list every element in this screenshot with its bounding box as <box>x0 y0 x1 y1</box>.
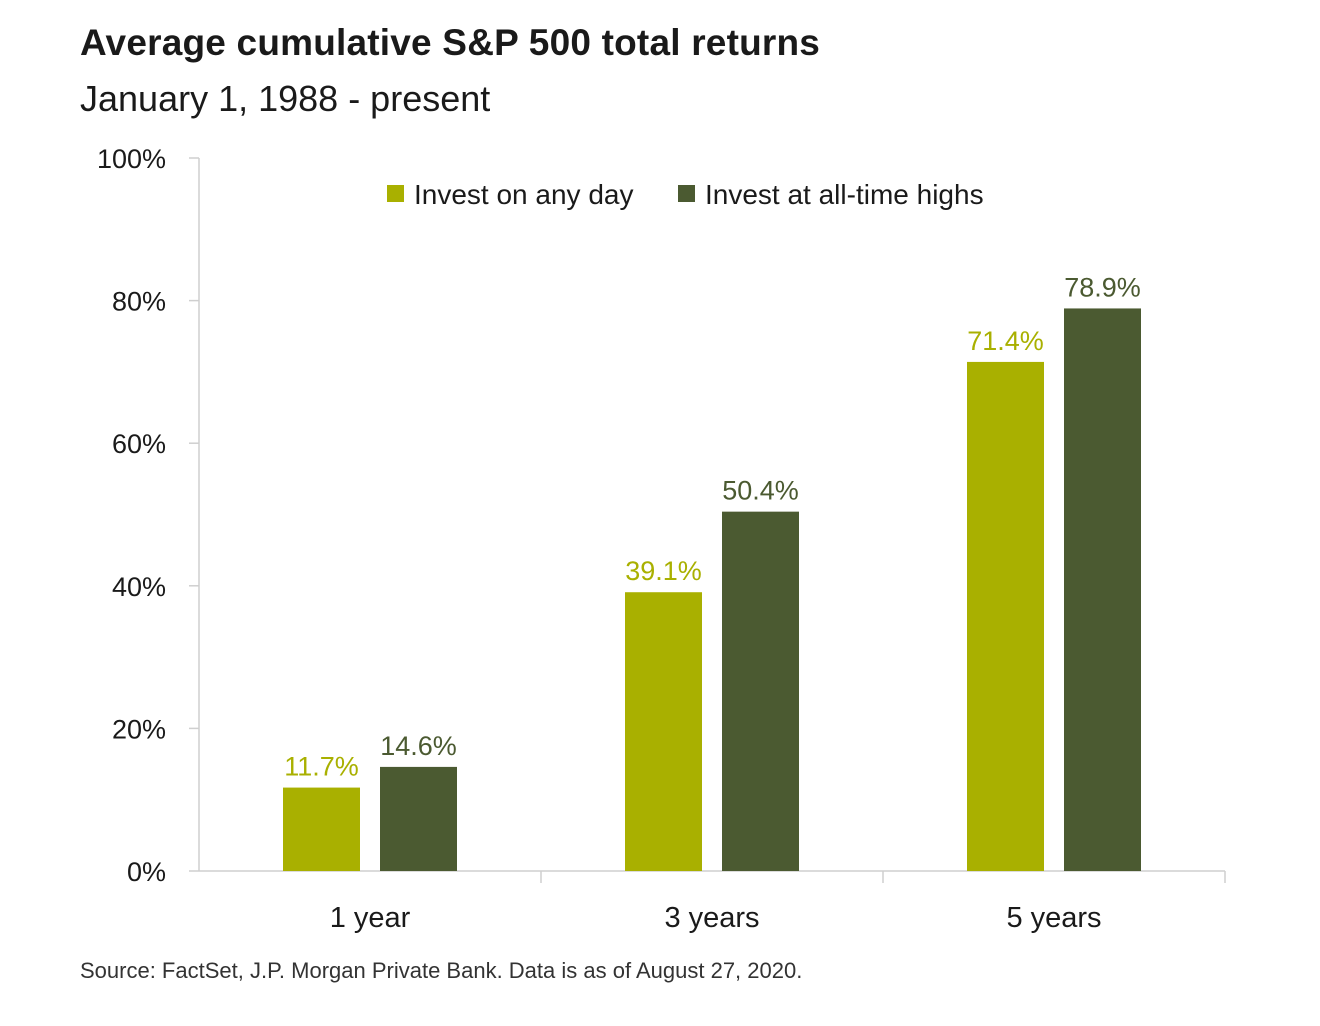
y-tick-label: 100% <box>97 144 166 174</box>
bar-all-time-highs <box>1064 308 1141 871</box>
chart-subtitle: January 1, 1988 - present <box>80 78 491 119</box>
y-tick-label: 20% <box>112 714 166 744</box>
chart-title: Average cumulative S&P 500 total returns <box>80 22 821 63</box>
data-label: 71.4% <box>967 326 1044 356</box>
x-category-label: 3 years <box>664 902 759 934</box>
chart-legend: Invest on any day Invest at all-time high… <box>387 179 984 210</box>
bar-all-time-highs <box>722 511 799 871</box>
chart-bars: 11.7% 14.6% 39.1% 50.4% 71.4% 78.9% <box>283 272 1141 871</box>
chart-axes: 0% 20% 40% 60% 80% 100% 1 year 3 years 5 years <box>97 144 1226 934</box>
data-label: 50.4% <box>722 476 799 506</box>
bar-any-day <box>625 592 702 871</box>
data-label: 39.1% <box>625 556 702 586</box>
legend-label: Invest at all-time highs <box>705 179 984 210</box>
legend-swatch <box>387 185 404 202</box>
data-label: 78.9% <box>1064 272 1141 302</box>
y-tick-label: 80% <box>112 287 166 317</box>
bar-any-day <box>283 787 360 871</box>
x-category-label: 5 years <box>1006 902 1101 934</box>
x-category-label: 1 year <box>330 902 411 934</box>
bar-all-time-highs <box>380 766 457 871</box>
y-tick-label: 40% <box>112 572 166 602</box>
legend-label: Invest on any day <box>414 179 633 210</box>
y-tick-label: 0% <box>127 857 166 887</box>
legend-swatch <box>678 185 695 202</box>
data-label: 11.7% <box>284 752 359 782</box>
bar-chart: 0% 20% 40% 60% 80% 100% 1 year 3 years 5 years I… <box>97 144 1226 934</box>
bar-any-day <box>967 361 1044 871</box>
data-label: 14.6% <box>380 731 457 761</box>
y-tick-label: 60% <box>112 429 166 459</box>
source-note: Source: FactSet, J.P. Morgan Private Ban… <box>80 958 803 983</box>
